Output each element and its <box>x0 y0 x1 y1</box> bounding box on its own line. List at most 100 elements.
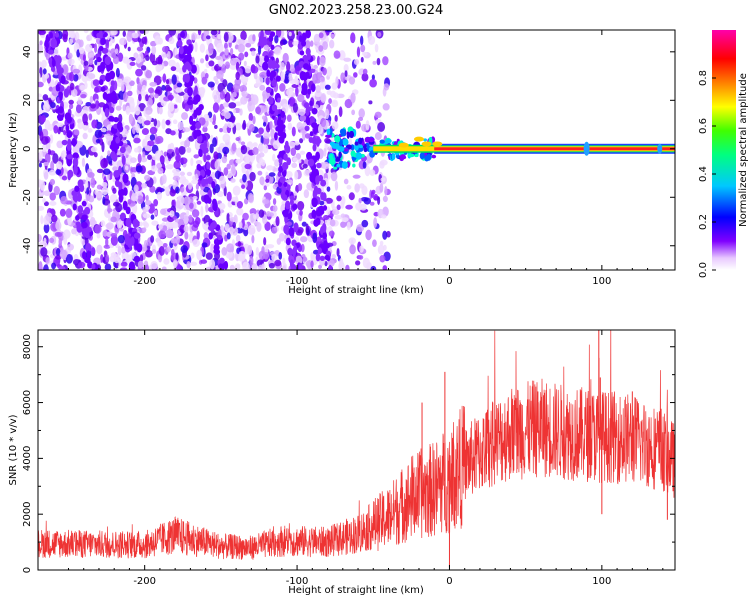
noise-blob <box>237 43 245 53</box>
noise-blob <box>266 244 275 249</box>
signal-blob <box>367 137 375 143</box>
noise-blob <box>229 63 237 70</box>
streak-blob <box>283 224 290 235</box>
noise-blob <box>144 145 152 152</box>
noise-blob <box>369 201 375 206</box>
noise-blob <box>169 142 175 151</box>
noise-blob <box>92 79 100 87</box>
noise-blob <box>140 65 147 71</box>
noise-blob <box>133 184 139 193</box>
noise-blob <box>47 148 52 155</box>
noise-blob <box>147 87 155 94</box>
noise-blob <box>94 129 103 139</box>
noise-blob <box>224 223 230 232</box>
streak-blob <box>292 203 298 211</box>
noise-blob <box>115 67 120 78</box>
noise-blob <box>227 200 233 208</box>
signal-blob <box>380 140 384 144</box>
streak-blob <box>123 187 128 196</box>
noise-blob <box>272 153 276 162</box>
noise-blob <box>259 152 265 158</box>
noise-blob <box>345 264 350 270</box>
colorbar: 0.0 0.2 0.4 0.6 0.8 Normalized spectral ampl… <box>698 30 749 278</box>
noise-blob <box>235 137 241 142</box>
noise-blob <box>219 127 223 133</box>
streak-blob <box>81 200 87 207</box>
noise-blob <box>334 114 338 123</box>
noise-blob <box>255 55 260 64</box>
noise-blob <box>119 267 128 270</box>
streak-blob <box>87 261 93 269</box>
noise-blob <box>184 140 188 149</box>
noise-blob <box>161 118 166 130</box>
noise-blob <box>39 40 43 46</box>
noise-blob <box>63 130 67 136</box>
noise-blob <box>192 220 200 228</box>
noise-blob <box>333 92 339 99</box>
streak-blob <box>264 55 270 63</box>
noise-blob <box>216 42 224 53</box>
noise-blob <box>223 42 228 50</box>
streak-blob <box>72 194 78 202</box>
noise-blob <box>67 243 74 251</box>
noise-blob <box>102 168 111 176</box>
noise-blob <box>242 119 246 130</box>
noise-blob <box>231 163 236 175</box>
noise-blob <box>326 90 332 96</box>
streak-blob <box>278 165 284 173</box>
noise-blob <box>330 171 338 182</box>
noise-blob <box>272 198 277 206</box>
noise-blob <box>149 126 158 135</box>
noise-blob <box>166 246 172 253</box>
noise-blob <box>109 193 118 203</box>
colorbar-label: Normalized spectral amplitude <box>738 73 749 227</box>
streak-blob <box>304 125 310 132</box>
noise-blob <box>139 30 146 34</box>
noise-blob <box>231 142 237 152</box>
noise-blob <box>263 237 267 246</box>
streak-blob <box>312 189 318 199</box>
noise-blob <box>126 96 135 104</box>
noise-blob <box>38 61 42 67</box>
noise-blob <box>336 204 341 211</box>
noise-blob <box>170 248 175 256</box>
noise-blob <box>258 157 264 166</box>
noise-blob <box>244 163 252 170</box>
noise-blob <box>305 223 309 234</box>
noise-blob <box>40 215 44 225</box>
noise-blob <box>249 171 256 182</box>
noise-blob <box>369 169 376 176</box>
noise-blob <box>355 202 362 211</box>
noise-blob <box>87 73 96 80</box>
noise-blob <box>259 84 266 91</box>
noise-blob <box>150 261 158 270</box>
streak-blob <box>311 209 317 219</box>
noise-blob <box>130 105 136 113</box>
noise-blob <box>247 245 253 256</box>
noise-blob <box>141 182 148 189</box>
noise-blob <box>118 113 123 123</box>
noise-blob <box>250 65 259 74</box>
noise-blob <box>183 196 191 206</box>
noise-blob <box>209 259 216 270</box>
noise-blob <box>82 124 88 131</box>
noise-blob <box>134 147 140 153</box>
noise-blob <box>314 91 323 98</box>
noise-blob <box>152 156 157 161</box>
noise-blob <box>247 224 256 236</box>
noise-blob <box>379 183 384 193</box>
streak-blob <box>91 263 96 270</box>
noise-blob <box>43 171 49 180</box>
noise-blob <box>268 212 274 217</box>
streak-blob <box>282 210 289 218</box>
noise-blob <box>87 128 93 133</box>
noise-blob <box>106 222 114 230</box>
noise-blob <box>154 93 159 99</box>
noise-blob <box>345 204 353 210</box>
noise-blob <box>149 81 158 87</box>
streak-blob <box>207 197 212 204</box>
noise-blob <box>252 34 256 42</box>
streak-blob <box>65 124 70 132</box>
streak-blob <box>111 143 118 151</box>
noise-blob <box>233 88 240 93</box>
